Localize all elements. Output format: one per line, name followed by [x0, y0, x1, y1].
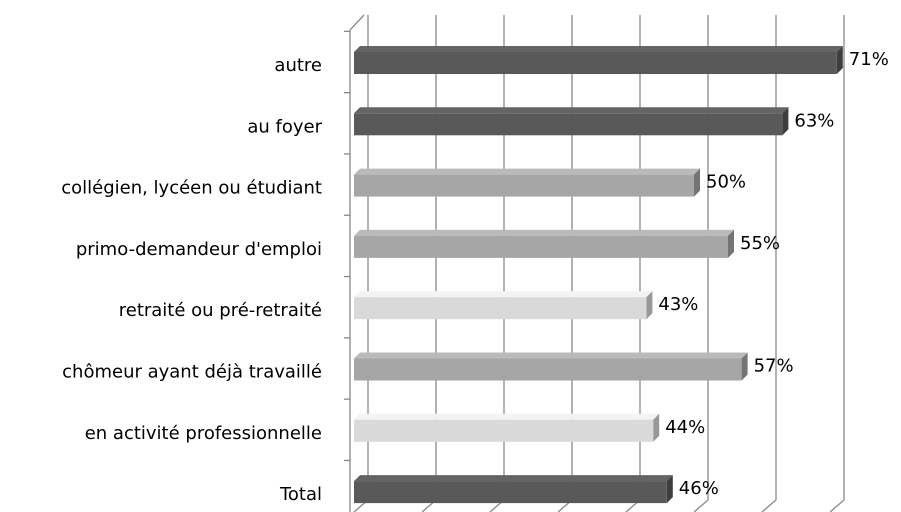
bar-face — [653, 413, 660, 442]
bar-face — [354, 174, 694, 197]
bar-face — [782, 107, 789, 136]
category-label: chômeur ayant déjà travaillé — [62, 362, 322, 383]
bar-face — [354, 113, 783, 136]
bar-face — [354, 481, 667, 504]
bar-face — [354, 352, 748, 359]
bar-face — [836, 46, 843, 74]
value-label: 71% — [849, 49, 889, 70]
category-label: Total — [279, 484, 322, 505]
bar-face — [354, 52, 837, 74]
category-label: autre — [274, 55, 322, 76]
bar-face — [354, 358, 742, 381]
bar-face — [646, 291, 653, 320]
bar — [354, 168, 700, 197]
grid-line — [693, 15, 709, 512]
category-label: en activité professionnelle — [85, 423, 322, 444]
grid-line — [829, 15, 845, 512]
bar-face — [354, 291, 653, 298]
value-label: 44% — [665, 417, 705, 438]
category-label: primo-demandeur d'emploi — [76, 239, 322, 260]
value-label: 63% — [794, 110, 834, 131]
value-label: 43% — [658, 294, 698, 315]
bar-face — [728, 229, 734, 258]
bar-face — [354, 107, 789, 114]
bar-face — [354, 413, 660, 420]
bar — [354, 46, 843, 74]
bar-face — [354, 419, 654, 442]
bar-face — [666, 475, 673, 504]
bar-face — [354, 235, 728, 258]
bar-face — [694, 168, 700, 197]
bar — [354, 291, 653, 320]
value-label: 50% — [706, 172, 746, 193]
value-label: 55% — [740, 233, 780, 254]
category-label: au foyer — [247, 116, 322, 137]
bar — [354, 229, 734, 258]
category-label: retraité ou pré-retraité — [119, 300, 322, 321]
bar-face — [354, 168, 700, 175]
y-axis — [349, 14, 365, 512]
bar — [354, 352, 748, 381]
bar-face — [354, 229, 734, 236]
bar-face — [741, 352, 748, 381]
category-label: collégien, lycéen ou étudiant — [61, 178, 322, 199]
value-label: 57% — [754, 356, 794, 377]
value-label: 46% — [679, 478, 719, 499]
bar-face — [354, 46, 843, 52]
bar — [354, 413, 660, 442]
bar-face — [354, 475, 673, 482]
bar — [354, 475, 673, 504]
bar-face — [354, 297, 647, 320]
bar — [354, 107, 789, 136]
grid-line — [761, 15, 777, 512]
